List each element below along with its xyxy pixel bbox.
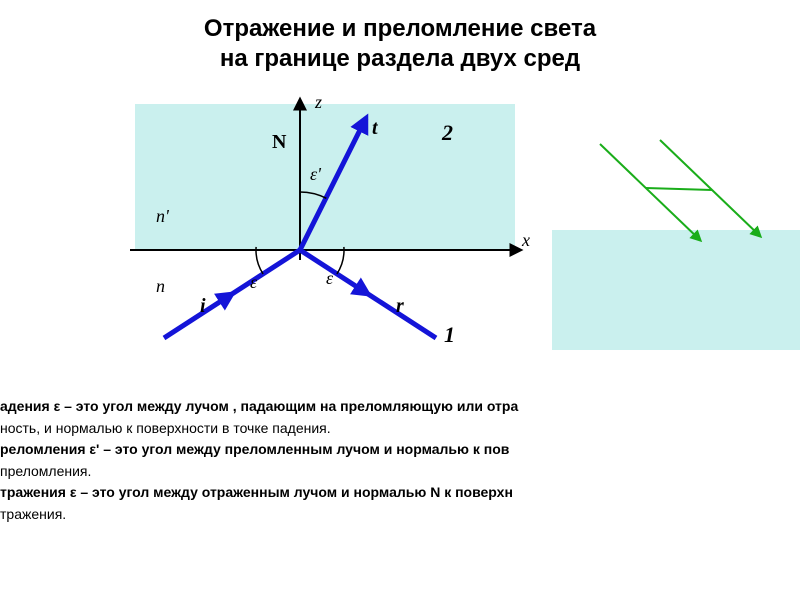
- def-reflection-2: тражения.: [0, 506, 800, 524]
- def-incidence-1: адения ε – это угол между лучом , падающ…: [0, 398, 800, 416]
- svg-text:ε': ε': [310, 164, 322, 184]
- svg-text:ε: ε: [250, 272, 258, 292]
- def-refraction-1: реломления ε' – это угол между преломлен…: [0, 441, 800, 459]
- svg-text:n': n': [156, 206, 170, 226]
- diagram-area: zN2tε'n'xnir1εε: [0, 80, 800, 380]
- page-title: Отражение и преломление света на границе…: [0, 0, 800, 74]
- svg-text:n: n: [156, 276, 165, 296]
- svg-text:ε: ε: [326, 268, 334, 288]
- svg-text:x: x: [521, 230, 530, 250]
- svg-text:i: i: [200, 295, 206, 317]
- refraction-diagram: zN2tε'n'xnir1εε: [0, 80, 800, 380]
- svg-text:r: r: [396, 295, 404, 317]
- svg-text:2: 2: [441, 120, 453, 145]
- definitions: адения ε – это угол между лучом , падающ…: [0, 380, 800, 523]
- title-line-2: на границе раздела двух сред: [220, 45, 580, 72]
- title-line-1: Отражение и преломление света: [204, 15, 596, 42]
- def-reflection-1: тражения ε – это угол между отраженным л…: [0, 484, 800, 502]
- svg-text:z: z: [314, 92, 322, 112]
- def-incidence-2: ность, и нормалью к поверхности в точке …: [0, 420, 800, 438]
- def-refraction-2: преломления.: [0, 463, 800, 481]
- svg-text:N: N: [272, 131, 287, 153]
- svg-text:1: 1: [444, 322, 455, 347]
